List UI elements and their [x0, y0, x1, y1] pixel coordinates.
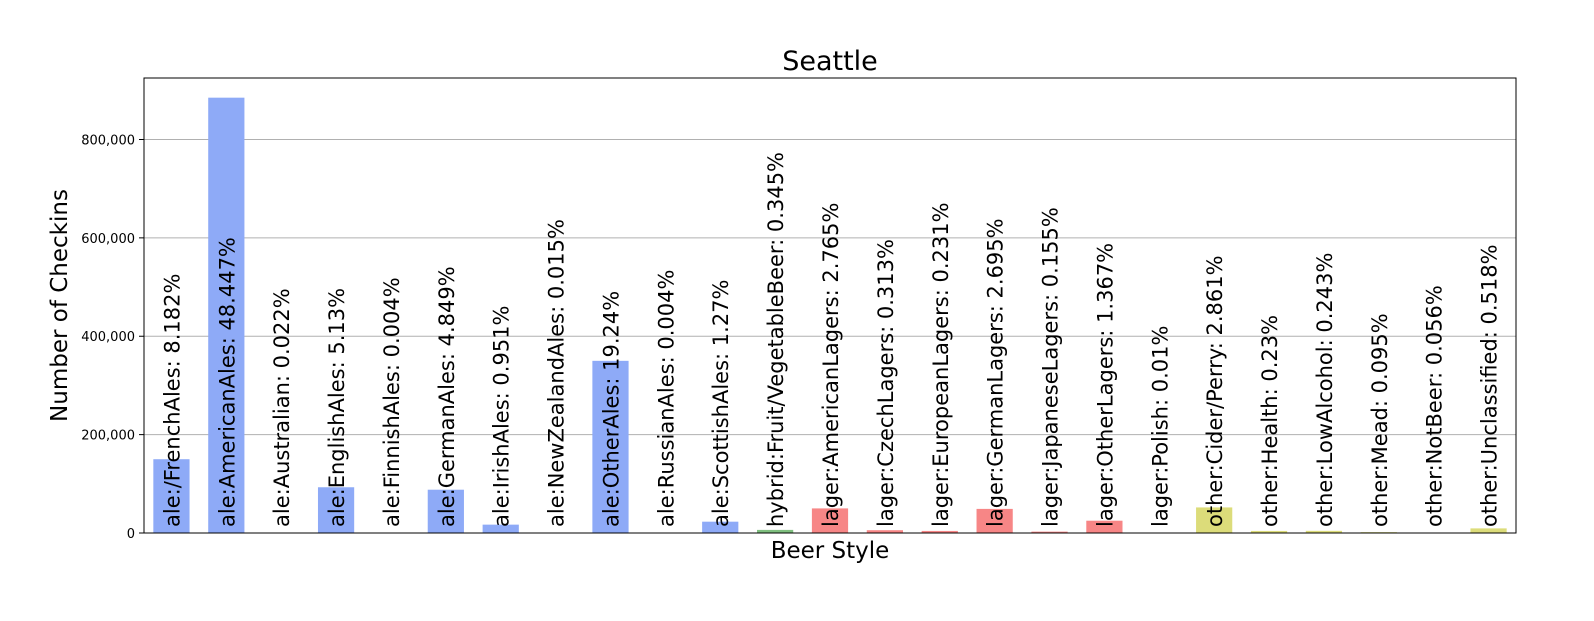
bar — [757, 529, 794, 533]
bar — [976, 508, 1013, 533]
bar-labels: ale:/FrenchAles: 8.182% ale:AmericanAles:… — [160, 152, 1501, 527]
bar-label: ale:OtherAles: 19.24% — [599, 291, 623, 527]
bar — [1305, 530, 1343, 533]
bar-label: lager:OtherLagers: 1.367% — [1093, 243, 1117, 527]
bar-label: lager:GermanLagers: 2.695% — [984, 218, 1008, 527]
bar — [866, 530, 903, 533]
bar-label: ale:IrishAles: 0.951% — [490, 306, 514, 528]
chart-title: Seattle — [782, 46, 878, 77]
bar — [208, 97, 245, 534]
bar-label: lager:AmericanLagers: 2.765% — [819, 203, 843, 527]
bar — [921, 530, 958, 533]
y-tick-label: 200,000 — [81, 429, 135, 444]
bar-label: other:Mead: 0.095% — [1368, 313, 1392, 527]
bar — [1031, 531, 1068, 533]
bar-label: other:NotBeer: 0.056% — [1423, 285, 1447, 527]
bar-label: ale:RussianAles: 0.004% — [654, 270, 678, 527]
bar-label: ale:AmericanAles: 48.447% — [215, 237, 239, 527]
x-axis-label: Beer Style — [771, 538, 890, 564]
bar-label: other:LowAlcohol: 0.243% — [1313, 253, 1337, 527]
y-axis-label: Number of Checkins — [47, 189, 73, 422]
bar-label: ale:GermanAles: 4.849% — [435, 266, 459, 527]
bar-label: lager:Polish: 0.01% — [1148, 326, 1172, 527]
bar — [1250, 530, 1288, 533]
bar-label: hybrid:Fruit/VegetableBeer: 0.345% — [764, 152, 788, 527]
bar-label: ale:ScottishAles: 1.27% — [709, 280, 733, 528]
bar-label: ale:Australian: 0.022% — [270, 288, 294, 527]
bar-label: ale:FinnishAles: 0.004% — [380, 277, 404, 527]
bar-label: lager:EuropeanLagers: 0.231% — [929, 202, 953, 527]
bar — [811, 508, 849, 533]
bar — [1086, 520, 1123, 533]
bar-label: other:Unclassified: 0.518% — [1478, 244, 1502, 527]
y-tick-label: 0 — [127, 527, 135, 542]
bars — [153, 97, 1507, 534]
bar — [702, 521, 739, 533]
grid-lines — [144, 138, 1516, 436]
y-axis-ticks: 0 200,000 400,000 600,000 800,000 — [81, 133, 144, 542]
plot-frame — [143, 77, 1517, 534]
y-tick-label: 600,000 — [81, 232, 135, 247]
bar-label: ale:NewZealandAles: 0.015% — [545, 219, 569, 527]
bar — [317, 487, 355, 533]
bar-label: lager:JapaneseLagers: 0.155% — [1039, 207, 1063, 527]
bar-label: ale:/FrenchAles: 8.182% — [160, 274, 184, 527]
bar-label: ale:EnglishAles: 5.13% — [325, 288, 349, 527]
y-tick-label: 400,000 — [81, 330, 135, 345]
y-tick-label: 800,000 — [81, 133, 135, 148]
bar — [427, 489, 464, 533]
bar — [592, 360, 629, 533]
bar-label: other:Health: 0.23% — [1258, 315, 1282, 527]
bar — [1196, 507, 1233, 533]
bar-label: other:Cider/Perry: 2.861% — [1203, 255, 1227, 527]
bar — [153, 459, 190, 533]
bar-label: lager:CzechLagers: 0.313% — [874, 239, 898, 527]
bar — [482, 524, 519, 533]
bar — [1470, 528, 1507, 533]
